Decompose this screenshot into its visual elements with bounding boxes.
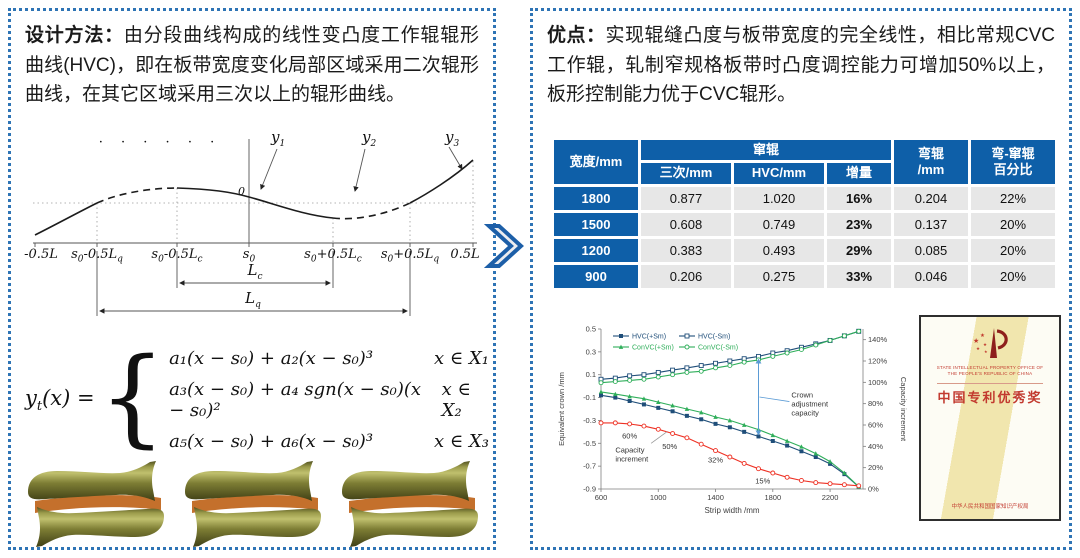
- certificate-english-text: STATE INTELLECTUAL PROPERTY OFFICE OF TH…: [936, 365, 1044, 377]
- svg-text:100%: 100%: [868, 378, 888, 387]
- col-header-cubic: 三次/mm: [641, 163, 731, 184]
- design-method-text: 设计方法：由分段曲线构成的线性变凸度工作辊辊形曲线(HVC)，即在板带宽度变化局…: [25, 21, 479, 110]
- svg-text:120%: 120%: [868, 357, 888, 366]
- svg-text:★: ★: [980, 332, 985, 339]
- col-header-increment: 增量: [827, 163, 891, 184]
- col-header-shift-group: 窜辊: [641, 140, 891, 161]
- svg-text:-0.3: -0.3: [583, 416, 596, 425]
- svg-text:0.3: 0.3: [586, 347, 596, 356]
- roll-profile-diagram: · · · · · · y1 y2 y3 0 -0.5L s0-0.5Lq s0…: [24, 128, 487, 345]
- svg-text:15%: 15%: [755, 476, 770, 485]
- formula-line: a₅(x − s₀) + a₆(x − s₀)³ x ∈ X₃: [169, 431, 489, 453]
- formula-brace: {: [98, 335, 167, 458]
- advantages-body: 实现辊缝凸度与板带宽度的完全线性，相比常规CVC工作辊，轧制窄规格板带时凸度调控…: [547, 25, 1055, 106]
- svg-text:★: ★: [973, 337, 979, 345]
- design-method-panel: 设计方法：由分段曲线构成的线性变凸度工作辊辊形曲线(HVC)，即在板带宽度变化局…: [8, 8, 496, 550]
- certificate-title: 中国专利优秀奖: [937, 382, 1043, 406]
- axis-tick-label: s0+0.5Lc: [304, 247, 362, 265]
- table-row: 1200 0.383 0.493 29% 0.085 20%: [554, 238, 1055, 262]
- advantages-panel: 优点：实现辊缝凸度与板带宽度的完全线性，相比常规CVC工作辊，轧制窄规格板带时凸…: [530, 8, 1072, 550]
- advantages-heading: 优点：: [547, 25, 606, 46]
- table-row: 1800 0.877 1.020 16% 0.204 22%: [554, 186, 1055, 210]
- y1-label: y1: [271, 128, 286, 149]
- svg-text:1400: 1400: [707, 493, 724, 502]
- svg-text:50%: 50%: [662, 442, 677, 451]
- svg-text:140%: 140%: [868, 335, 888, 344]
- svg-text:Capacity: Capacity: [615, 445, 644, 454]
- svg-text:HVC(+Sm): HVC(+Sm): [632, 334, 666, 341]
- dim-lc-label: Lc: [247, 261, 263, 282]
- axis-tick-label: s0-0.5Lc: [151, 247, 203, 265]
- svg-text:Strip width /mm: Strip width /mm: [704, 506, 759, 515]
- svg-text:2200: 2200: [822, 493, 839, 502]
- table-row: 1500 0.608 0.749 23% 0.137 20%: [554, 212, 1055, 236]
- y2-label: y2: [362, 128, 377, 149]
- design-method-body: 由分段曲线构成的线性变凸度工作辊辊形曲线(HVC)，即在板带宽度变化局部区域采用…: [25, 25, 479, 106]
- svg-text:-0.1: -0.1: [583, 393, 596, 402]
- col-header-bend: 弯辊/mm: [894, 140, 968, 184]
- svg-text:1000: 1000: [650, 493, 667, 502]
- svg-text:0%: 0%: [868, 485, 879, 494]
- patent-certificate-image: ★ ★ ★ ★ ★ STATE INTELLECTUAL PROPERTY OF…: [919, 315, 1061, 521]
- dim-lq-label: Lq: [245, 289, 261, 310]
- arrow-chevron-icon: [483, 218, 528, 274]
- table-subheader-row: 三次/mm HVC/mm 增量: [554, 163, 1055, 184]
- svg-text:80%: 80%: [868, 399, 883, 408]
- svg-text:ConVC(-Sm): ConVC(-Sm): [698, 345, 738, 352]
- design-method-heading: 设计方法：: [25, 25, 124, 46]
- formula-lhs: yt(x) =: [25, 386, 95, 415]
- axis-tick-label: -0.5L: [24, 247, 58, 262]
- axis-tick-label: s0+0.5Lq: [380, 247, 440, 265]
- svg-text:1800: 1800: [764, 493, 781, 502]
- svg-text:32%: 32%: [708, 456, 723, 465]
- svg-text:Capacity increment: Capacity increment: [899, 377, 907, 442]
- advantages-text: 优点：实现辊缝凸度与板带宽度的完全线性，相比常规CVC工作辊，轧制窄规格板带时凸…: [547, 21, 1055, 110]
- svg-text:HVC(-Sm): HVC(-Sm): [698, 334, 730, 341]
- svg-text:Equivalent crown /mm: Equivalent crown /mm: [557, 372, 566, 446]
- table-row: 900 0.206 0.275 33% 0.046 20%: [554, 264, 1055, 288]
- svg-text:-0.5: -0.5: [583, 439, 596, 448]
- svg-text:60%: 60%: [868, 421, 883, 430]
- svg-text:★: ★: [984, 349, 988, 354]
- patent-award-emblem-icon: ★ ★ ★ ★ ★: [973, 328, 1008, 358]
- crown-capacity-chart: 0.5 0.3 0.1 -0.1 -0.3 -0.5 -0.7 -0.9 0% 20% 40% 60%…: [555, 319, 908, 537]
- axis-tick-label: s0: [242, 247, 256, 265]
- svg-text:40%: 40%: [868, 442, 883, 451]
- crown-comparison-table: 宽度/mm 窜辊 弯辊/mm 弯-窜辊 百分比 三次/mm HVC/mm 增量 1…: [551, 137, 1058, 291]
- svg-text:-0.9: -0.9: [583, 485, 596, 494]
- axis-tick-label: s0-0.5Lq: [71, 247, 123, 265]
- svg-text:0.1: 0.1: [586, 370, 596, 379]
- piecewise-roll-formula: yt(x) = { a₁(x − s₀) + a₂(x − s₀)³ x ∈ X₁…: [25, 335, 489, 458]
- ellipsis-dots: · · · · · ·: [98, 135, 222, 150]
- roll-profile-curve-figure: [33, 139, 477, 316]
- col-header-ratio: 弯-窜辊 百分比: [971, 140, 1055, 184]
- svg-text:ConVC(+Sm): ConVC(+Sm): [632, 345, 674, 352]
- formula-line: a₁(x − s₀) + a₂(x − s₀)³ x ∈ X₁: [169, 348, 489, 370]
- table-header-row: 宽度/mm 窜辊 弯辊/mm 弯-窜辊 百分比: [554, 140, 1055, 184]
- svg-text:adjustment: adjustment: [791, 400, 829, 409]
- svg-text:600: 600: [595, 493, 608, 502]
- col-header-hvc: HVC/mm: [734, 163, 824, 184]
- formula-line: a₃(x − s₀) + a₄ sgn(x − s₀)(x − s₀)² x ∈ …: [169, 379, 471, 422]
- svg-text:-0.7: -0.7: [583, 462, 596, 471]
- col-header-width: 宽度/mm: [554, 140, 638, 184]
- roll-pair-renders-image: [28, 461, 478, 547]
- svg-text:★: ★: [976, 346, 981, 351]
- svg-text:60%: 60%: [622, 432, 637, 441]
- svg-text:increment: increment: [615, 454, 649, 463]
- y3-label: y3: [445, 128, 460, 149]
- svg-text:Crown: Crown: [791, 391, 813, 400]
- svg-text:20%: 20%: [868, 463, 883, 472]
- certificate-issuer: 中华人民共和国国家知识产权局: [951, 504, 1029, 510]
- svg-text:★: ★: [983, 342, 988, 347]
- svg-text:capacity: capacity: [791, 409, 819, 418]
- origin-label: 0: [238, 185, 245, 198]
- svg-text:0.5: 0.5: [586, 325, 596, 334]
- axis-tick-label: 0.5L: [450, 247, 480, 262]
